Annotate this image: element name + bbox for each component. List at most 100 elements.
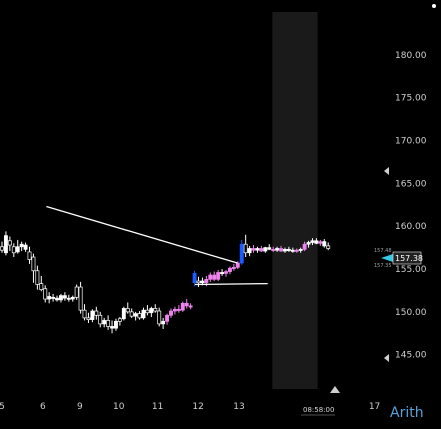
candle-body bbox=[286, 248, 291, 251]
candle bbox=[314, 238, 319, 245]
candle bbox=[3, 231, 8, 256]
candle-body bbox=[78, 286, 83, 311]
candle bbox=[149, 306, 154, 318]
candle-body bbox=[70, 296, 75, 300]
candle bbox=[165, 313, 170, 325]
current-price-label: 157.38 bbox=[395, 254, 423, 263]
candle bbox=[184, 299, 189, 309]
candle bbox=[192, 270, 197, 287]
trendlines-layer[interactable] bbox=[46, 205, 268, 286]
x-tick-label: 13 bbox=[233, 402, 244, 412]
candle bbox=[161, 317, 166, 330]
candle-body bbox=[102, 320, 107, 325]
candle-body bbox=[23, 244, 28, 250]
candle bbox=[43, 285, 48, 303]
price-high-label: 157.48 bbox=[374, 248, 392, 254]
candle bbox=[243, 234, 248, 258]
candle-body bbox=[306, 242, 311, 245]
x-axis-marker-icon[interactable] bbox=[330, 386, 340, 393]
x-tick-label: 9 bbox=[77, 402, 83, 412]
trendline[interactable] bbox=[46, 205, 238, 264]
candle-body bbox=[110, 326, 114, 329]
candle bbox=[306, 240, 311, 248]
candle bbox=[271, 246, 276, 252]
candle bbox=[169, 308, 173, 318]
candle bbox=[294, 248, 299, 253]
candle-body bbox=[141, 309, 146, 319]
candle bbox=[137, 311, 142, 320]
x-tick-label: 6 bbox=[40, 402, 46, 412]
candle-body bbox=[137, 313, 142, 319]
axis-marker-lower-icon[interactable] bbox=[384, 354, 389, 362]
candle bbox=[66, 294, 71, 302]
candle bbox=[55, 295, 59, 302]
y-tick-label: 170.00 bbox=[395, 137, 427, 147]
candle-body bbox=[55, 297, 59, 301]
candle bbox=[208, 272, 213, 282]
candle-body bbox=[106, 320, 111, 327]
candle-body bbox=[200, 280, 205, 284]
candle-body bbox=[227, 267, 232, 272]
candle bbox=[47, 292, 52, 304]
candle-body bbox=[133, 313, 138, 317]
candle bbox=[235, 261, 240, 270]
candle bbox=[153, 304, 158, 313]
candle bbox=[39, 275, 44, 292]
candle bbox=[98, 311, 103, 328]
candle bbox=[302, 241, 307, 252]
candle bbox=[90, 309, 95, 323]
candle bbox=[275, 246, 280, 252]
current-price-badge: 157.38 bbox=[381, 251, 423, 265]
candle-body bbox=[259, 248, 264, 252]
candle bbox=[145, 305, 150, 316]
candle-body bbox=[19, 243, 24, 248]
candle bbox=[298, 247, 303, 253]
candle-body bbox=[90, 310, 95, 320]
candle-body bbox=[149, 308, 154, 314]
candle bbox=[58, 293, 63, 303]
candle bbox=[216, 269, 221, 282]
candles-layer bbox=[0, 231, 331, 334]
session-shade bbox=[272, 12, 318, 389]
candle-body bbox=[31, 256, 36, 272]
candle bbox=[318, 239, 323, 246]
candle-body bbox=[66, 297, 71, 300]
candle-body bbox=[247, 248, 252, 254]
candle bbox=[220, 269, 225, 276]
candle bbox=[267, 244, 272, 251]
candle bbox=[102, 317, 107, 328]
candle bbox=[176, 305, 181, 313]
candle-body bbox=[220, 272, 225, 275]
candle bbox=[94, 306, 99, 320]
current-price-pointer-icon bbox=[381, 254, 393, 262]
candle bbox=[286, 246, 291, 252]
candle-body bbox=[39, 283, 44, 290]
candle-body bbox=[180, 302, 185, 311]
candle bbox=[239, 239, 244, 265]
y-tick-label: 160.00 bbox=[395, 222, 427, 232]
candle-body bbox=[114, 320, 118, 329]
candle-body bbox=[62, 295, 67, 299]
candle-body bbox=[3, 235, 8, 254]
candle-body bbox=[117, 318, 122, 322]
candle-body bbox=[184, 302, 189, 307]
candle bbox=[188, 303, 193, 310]
candle bbox=[62, 292, 67, 301]
candle bbox=[110, 320, 114, 334]
candle-body bbox=[43, 288, 48, 300]
trendline[interactable] bbox=[194, 282, 268, 286]
candle-body bbox=[15, 246, 20, 253]
status-dot-icon bbox=[432, 4, 436, 8]
x-tick-label: 10 bbox=[113, 402, 125, 412]
y-axis: 180.00 175.00 170.00 165.00 160.00 155.00 150.… bbox=[395, 51, 427, 361]
candle bbox=[11, 243, 16, 258]
candle-body bbox=[121, 308, 126, 320]
candle-body bbox=[145, 309, 150, 314]
candle bbox=[283, 247, 287, 253]
candle-body bbox=[326, 245, 331, 249]
axis-marker-upper-icon[interactable] bbox=[384, 167, 389, 175]
candle-body bbox=[169, 310, 173, 316]
candle-body bbox=[231, 266, 236, 269]
candle bbox=[141, 307, 146, 320]
